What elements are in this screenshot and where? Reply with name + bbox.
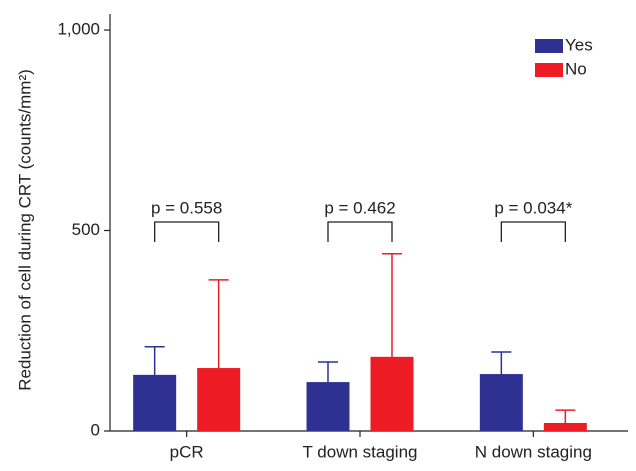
bracket — [154, 221, 220, 242]
annotation: p = 0.462 — [324, 198, 395, 217]
bracket — [500, 221, 566, 242]
legend-swatch — [535, 39, 563, 53]
bar — [197, 368, 241, 431]
legend-swatch — [535, 63, 563, 77]
bar — [306, 382, 350, 431]
bracket — [327, 221, 393, 242]
y-tick-label: 0 — [91, 420, 100, 439]
y-tick-label: 1,000 — [57, 20, 100, 39]
x-tick-label: N down staging — [475, 442, 592, 461]
x-tick-label: pCR — [170, 442, 204, 461]
annotation: p = 0.558 — [151, 198, 222, 217]
y-axis-label: Reduction of cell during CRT (counts/mm²… — [15, 69, 34, 391]
bar — [133, 374, 177, 431]
annotation: p = 0.034* — [494, 198, 572, 217]
y-tick-label: 500 — [72, 220, 100, 239]
bar — [543, 422, 587, 431]
bar — [479, 374, 523, 431]
legend-label: No — [565, 59, 587, 78]
legend-label: Yes — [565, 35, 593, 54]
bar — [370, 356, 414, 431]
x-tick-label: T down staging — [303, 442, 418, 461]
